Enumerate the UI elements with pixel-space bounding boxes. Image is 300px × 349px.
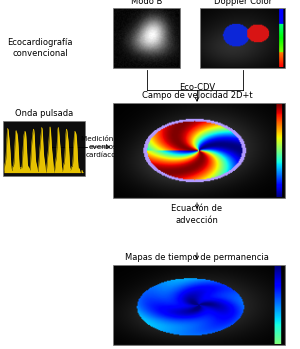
- Bar: [200, 8, 285, 68]
- Text: Mapas de tiempo de permanencia: Mapas de tiempo de permanencia: [125, 253, 269, 262]
- Text: Eco-CDV: Eco-CDV: [179, 83, 215, 92]
- Text: Doppler Color: Doppler Color: [214, 0, 272, 6]
- Bar: [113, 265, 285, 345]
- Text: Onda pulsada: Onda pulsada: [15, 109, 73, 118]
- Text: Medición de
eventos
cardíacos: Medición de eventos cardíacos: [81, 136, 125, 158]
- Text: Modo B: Modo B: [131, 0, 163, 6]
- Text: Ecuación de
advección: Ecuación de advección: [171, 204, 223, 225]
- Text: Campo de velocidad 2D+t: Campo de velocidad 2D+t: [142, 91, 252, 100]
- Bar: [113, 8, 180, 68]
- Text: Ecocardiografía
convencional: Ecocardiografía convencional: [7, 38, 73, 58]
- Bar: [113, 103, 285, 198]
- Bar: [3, 121, 85, 176]
